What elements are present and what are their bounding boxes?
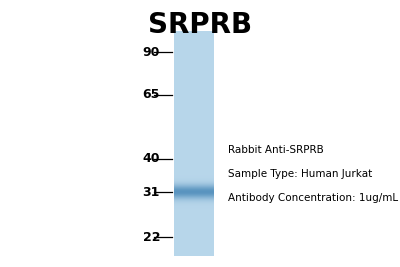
Text: 90: 90 bbox=[143, 46, 160, 59]
Text: 65: 65 bbox=[143, 88, 160, 101]
Text: Sample Type: Human Jurkat: Sample Type: Human Jurkat bbox=[228, 168, 372, 179]
Text: Antibody Concentration: 1ug/mL: Antibody Concentration: 1ug/mL bbox=[228, 193, 398, 203]
Text: Rabbit Anti-SRPRB: Rabbit Anti-SRPRB bbox=[228, 144, 324, 155]
Text: 40: 40 bbox=[142, 152, 160, 165]
Text: 22: 22 bbox=[142, 231, 160, 244]
Text: 31: 31 bbox=[143, 186, 160, 199]
Text: SRPRB: SRPRB bbox=[148, 11, 252, 39]
